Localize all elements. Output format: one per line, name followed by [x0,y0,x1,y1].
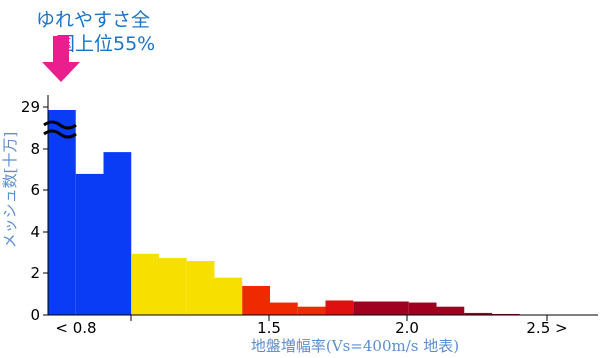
x-tick-label-2: 1.5 [257,319,281,337]
bar-5 [159,257,187,315]
bar-14 [408,302,437,315]
bar-16 [464,312,492,315]
callout-arrow [42,36,80,82]
bar-2 [75,173,104,315]
bar-17 [492,313,520,315]
x-tick-label-3: 2.0 [395,319,419,337]
y-tick-label-29: 29 [21,98,40,116]
y-axis-label: メッシュ数[十万] [1,132,19,249]
bar-15 [436,306,465,315]
x-axis-label: 地盤増幅率(Vs=400m/s 地表) [251,337,459,355]
bar-7 [214,277,243,315]
x-ticks-group: < 0.8 1.5 2.0 2.5 > [55,315,568,337]
axis-break-mark [43,120,77,139]
break-wave-2 [43,129,77,139]
callout-text: ゆれやすさ全 国上位55% [36,8,155,56]
y-tick-label-2: 2 [30,264,40,282]
bar-1 [48,110,76,315]
x-tick-label-4: 2.5 > [526,319,567,337]
bar-3 [103,152,132,315]
y-tick-label-0: 0 [30,306,40,324]
bar-13 [381,301,409,315]
bar-9 [270,302,298,315]
bar-4 [131,253,159,315]
callout-line-2: 国上位55% [56,33,156,55]
y-ticks-group: 0 2 4 6 8 29 [21,98,48,324]
bar-11 [325,300,354,315]
down-arrow-icon [42,36,80,82]
bar-10 [297,306,326,315]
bar-8 [242,285,270,315]
bars-group [48,110,520,315]
bar-12 [353,301,381,315]
y-tick-label-8: 8 [30,140,40,158]
break-wave-1 [43,120,77,130]
callout-line-1: ゆれやすさ全 [36,9,151,31]
x-tick-label-1: < 0.8 [55,319,96,337]
y-tick-label-4: 4 [30,223,40,241]
bar-6 [186,261,215,315]
y-tick-label-6: 6 [30,181,40,199]
